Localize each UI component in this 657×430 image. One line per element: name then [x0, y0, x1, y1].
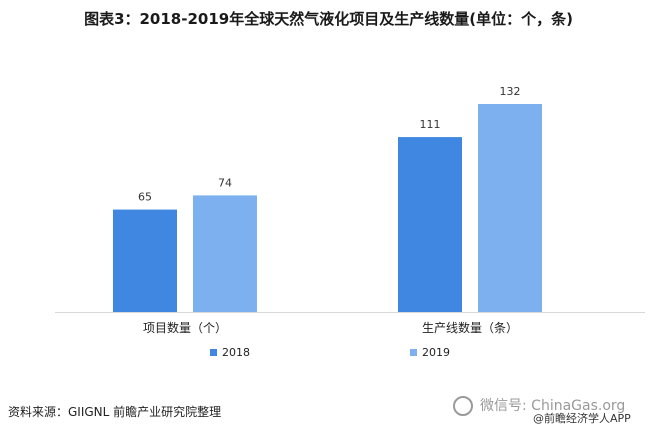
chart-title: 图表3：2018-2019年全球天然气液化项目及生产线数量(单位：个，条) — [84, 10, 573, 28]
bar-2018-1 — [398, 137, 462, 312]
wechat-id: 微信号: ChinaGas.org — [480, 398, 626, 414]
data-label-2019-0: 74 — [218, 176, 232, 189]
data-label-2018-1: 111 — [420, 118, 441, 131]
legend-label-2018: 2018 — [222, 346, 250, 359]
legend-swatch-2019 — [410, 349, 417, 356]
legend-swatch-2018 — [210, 349, 217, 356]
bar-2019-1 — [478, 104, 542, 312]
app-credit: @前瞻经济学人APP — [533, 412, 631, 425]
wechat-watermark: 微信号: ChinaGas.org @前瞻经济学人APP — [453, 394, 653, 425]
bar-2018-0 — [113, 209, 177, 312]
wechat-icon — [453, 396, 473, 416]
source-note: 资料来源：GIIGNL 前瞻产业研究院整理 — [8, 405, 222, 419]
data-label-2019-1: 132 — [500, 85, 521, 98]
legend-label-2019: 2019 — [422, 346, 450, 359]
category-label-0: 项目数量（个） — [143, 320, 227, 335]
bar-2019-0 — [193, 195, 257, 312]
data-label-2018-0: 65 — [138, 191, 152, 204]
category-label-1: 生产线数量（条） — [422, 320, 518, 335]
